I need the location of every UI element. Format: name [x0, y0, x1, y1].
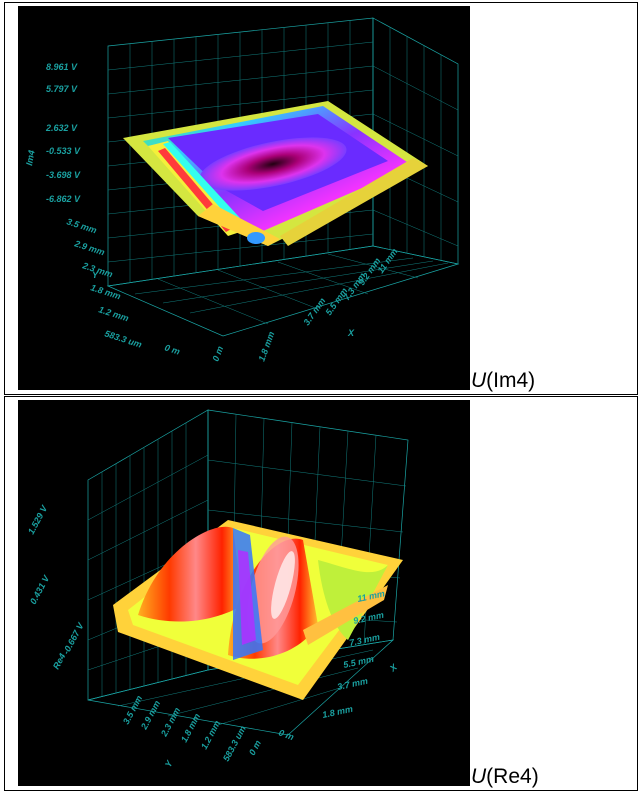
z-tick: -0.533 V	[46, 146, 81, 156]
plot-re4-svg: 1.529 V 0.431 V -0.667 V Re4 3.5 mm 2.9 …	[26, 409, 409, 769]
x-tick: 0 m	[277, 727, 295, 742]
z-axis-ticks: 1.529 V 0.431 V -0.667 V	[26, 503, 86, 656]
table-cell-re4: 1.529 V 0.431 V -0.667 V Re4 3.5 mm 2.9 …	[4, 396, 638, 791]
x-tick: 1.8 mm	[256, 330, 276, 363]
x-axis-ticks: 0 m 1.8 mm 3.7 mm 5.5 mm 7.3 mm 9.2 mm 1…	[210, 247, 399, 363]
x-tick: 0 m	[210, 345, 225, 363]
surface-plot-im4: 8.961 V 5.797 V 2.632 V -0.533 V -3.698 …	[18, 6, 470, 390]
z-axis-ticks: 8.961 V 5.797 V 2.632 V -0.533 V -3.698 …	[45, 62, 81, 204]
caption-im4: U(Im4)	[471, 369, 535, 393]
y-tick: 583.3 um	[103, 328, 143, 349]
y-tick: 1.8 mm	[89, 282, 122, 301]
x-axis-label: X	[387, 661, 400, 674]
y-axis-label: Y	[163, 758, 175, 769]
x-tick: 5.5 mm	[342, 654, 374, 670]
z-tick: -3.698 V	[46, 170, 81, 180]
y-tick: 583.3 um	[221, 724, 248, 763]
caption-var: U	[471, 765, 487, 788]
y-tick: 1.2 mm	[199, 719, 222, 751]
y-axis-ticks: 3.5 mm 2.9 mm 2.3 mm 1.8 mm 1.2 mm 583.3…	[121, 694, 263, 763]
y-tick: 2.9 mm	[72, 238, 106, 257]
x-tick: 7.3 mm	[348, 632, 380, 648]
caption-var: U	[471, 369, 487, 392]
caption-re4: U(Re4)	[471, 765, 539, 789]
table-cell-im4: 8.961 V 5.797 V 2.632 V -0.533 V -3.698 …	[4, 2, 638, 395]
z-axis-label: Re4	[51, 652, 68, 671]
y-axis-ticks: 3.5 mm 2.9 mm 2.3 mm 1.8 mm 1.2 mm 583.3…	[65, 216, 181, 356]
x-tick: 3.7 mm	[336, 676, 368, 692]
z-axis-label: Im4	[24, 149, 37, 166]
z-tick: -6.862 V	[46, 194, 81, 204]
surface-plot-re4: 1.529 V 0.431 V -0.667 V Re4 3.5 mm 2.9 …	[18, 400, 470, 786]
y-tick: 3.5 mm	[65, 216, 98, 235]
y-tick: 2.3 mm	[158, 706, 182, 739]
z-tick: 1.529 V	[26, 503, 50, 536]
y-tick: 0 m	[163, 342, 181, 356]
z-tick: 0.431 V	[28, 573, 52, 606]
caption-arg: (Im4)	[486, 369, 536, 392]
x-axis-label: X	[347, 328, 355, 338]
y-tick: 0 m	[247, 739, 263, 757]
x-tick: 1.8 mm	[321, 704, 353, 720]
y-tick: 1.2 mm	[97, 304, 130, 323]
y-axis-label: Y	[92, 270, 99, 280]
plot-im4-svg: 8.961 V 5.797 V 2.632 V -0.533 V -3.698 …	[24, 17, 460, 363]
z-tick: 8.961 V	[46, 62, 78, 72]
z-tick: -0.667 V	[61, 620, 86, 656]
y-tick: 2.9 mm	[138, 699, 162, 732]
z-tick: 2.632 V	[45, 123, 78, 133]
surface-im4	[123, 101, 428, 246]
surface-re4	[113, 520, 403, 700]
z-tick: 5.797 V	[46, 84, 78, 94]
caption-arg: (Re4)	[486, 765, 539, 788]
